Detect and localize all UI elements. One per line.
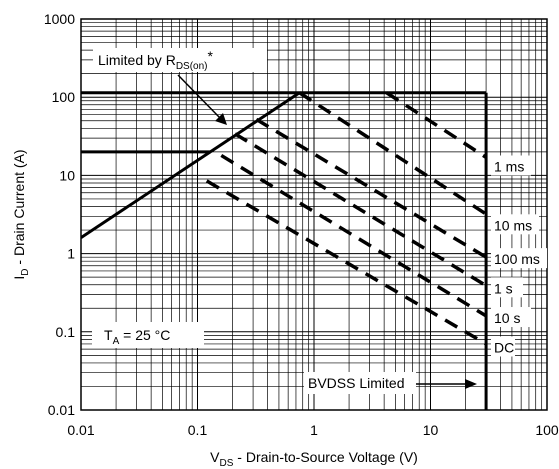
series-10-ms [298,91,488,216]
ta-label-box [92,322,204,348]
curve-label-box [491,248,547,269]
rds-label-box [93,48,267,72]
curve-label-box [491,277,523,298]
curve-label: DC [494,339,514,355]
curve-label: 10 s [494,310,520,326]
y-tick-label: 10 [59,167,75,183]
x-tick-label: 100 [535,422,559,438]
x-tick-label: 0.01 [67,422,94,438]
series-dc [205,179,487,346]
x-tick-label: 1 [310,422,318,438]
y-axis-title-sub: D [20,268,31,275]
series-1-ms [385,91,488,159]
x-axis-title-rest: - Drain-to-Source Voltage (V) [233,449,417,465]
ta-label-sub: A [113,336,120,347]
rds-arrow-line [177,74,221,119]
y-tick-label: 1000 [44,11,75,27]
x-tick-label: 0.1 [188,422,208,438]
curve-label-box [491,214,539,235]
bvdss-label: BVDSS Limited [308,375,404,391]
ta-label: TA = 25 °C [104,327,170,347]
ta-label-main: T [104,327,113,343]
curve-label-box [491,336,515,357]
y-tick-label: 0.01 [48,402,75,418]
curve-labels: 1 ms 10 ms 100 ms 1 s 10 s DC [491,155,547,357]
series-100-ms [255,117,487,259]
ta-label-rest: = 25 °C [119,327,170,343]
rds-label-main: Limited by R [98,52,176,68]
curve-label: 100 ms [494,251,540,267]
plot-frame [80,18,548,411]
curve-label-box [491,155,531,176]
curve-label: 10 ms [494,217,532,233]
rds-arrow-head [215,113,227,125]
curve-label: 1 ms [494,158,524,174]
rds-label-rest: * [208,48,214,64]
curve-label: 1 s [494,280,513,296]
series-10-s [220,153,487,318]
tick-labels: 0.01 0.1 1 10 100 0.01 0.1 1 10 100 1000 [44,11,559,438]
y-axis-title-rest: - Drain Current (A) [11,149,27,268]
series-layer [81,91,488,410]
bvdss-arrow-head [465,379,477,389]
x-axis-title: VDS - Drain-to-Source Voltage (V) [210,449,418,469]
bvdss-label-box [304,372,416,394]
series-limited-by-rds-on [81,91,301,239]
grid [81,19,547,410]
y-tick-label: 100 [52,89,76,105]
x-tick-label: 10 [423,422,439,438]
y-tick-label: 0.1 [56,324,76,340]
y-axis-title-main: I [11,276,27,280]
rds-label: Limited by RDS(on)* [98,48,214,72]
series-1-s [234,132,487,288]
y-axis-title: ID - Drain Current (A) [11,149,31,279]
y-tick-label: 1 [67,246,75,262]
curve-label-box [491,307,531,328]
rds-label-sub: DS(on) [176,61,208,72]
x-axis-title-main: V [210,449,220,465]
x-axis-title-sub: DS [220,458,234,469]
